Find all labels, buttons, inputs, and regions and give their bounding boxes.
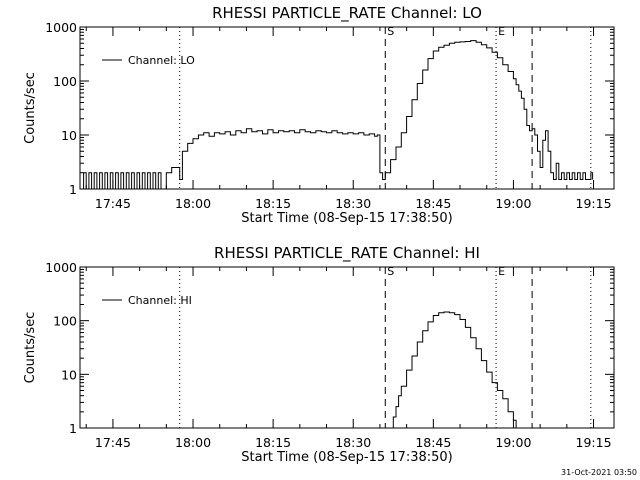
- y-tick-label: 1000: [45, 260, 77, 275]
- time-marker-label: S: [387, 265, 394, 278]
- x-tick-label: 19:15: [576, 435, 612, 450]
- x-tick-label: 18:15: [255, 435, 291, 450]
- x-tick-label: 18:30: [335, 435, 371, 450]
- time-marker-label: S: [387, 25, 394, 38]
- y-axis-label: Counts/sec: [23, 312, 38, 384]
- hi-channel-panel: RHESSI PARTICLE_RATE Channel: HI 1 10 100 10…: [23, 244, 615, 465]
- plot-frame: [79, 26, 615, 190]
- x-tick-label: 18:15: [255, 196, 291, 211]
- legend-label: Channel: LO: [128, 54, 195, 67]
- y-tick-label: 10: [61, 367, 77, 382]
- x-axis-label: Start Time (08-Sep-15 17:38:50): [241, 211, 452, 226]
- y-tick-label: 1: [69, 182, 77, 197]
- timestamp-footer: 31-Oct-2021 03:50: [561, 468, 637, 477]
- x-tick-label: 17:45: [95, 196, 131, 211]
- time-marker-label: E: [498, 25, 505, 38]
- x-tick-label: 18:00: [175, 196, 211, 211]
- legend-label: Channel: HI: [128, 294, 192, 307]
- x-tick-label: 17:45: [95, 435, 131, 450]
- x-tick-label: 18:45: [415, 196, 451, 211]
- x-tick-label: 19:00: [495, 435, 531, 450]
- y-tick-label: 100: [53, 314, 77, 329]
- y-tick-label: 1000: [45, 20, 77, 35]
- y-axis-label: Counts/sec: [23, 72, 38, 144]
- series-line-channel-hi: [390, 311, 517, 429]
- y-tick-label: 1: [69, 421, 77, 436]
- plot-frame: [79, 266, 615, 429]
- x-tick-label: 19:15: [576, 196, 612, 211]
- x-axis-label: Start Time (08-Sep-15 17:38:50): [241, 450, 452, 465]
- series-line-channel-lo: [80, 40, 594, 190]
- lo-channel-panel: RHESSI PARTICLE_RATE Channel: LO 1 10 100 10…: [23, 4, 615, 226]
- y-tick-label: 10: [61, 128, 77, 143]
- time-marker-label: E: [498, 265, 505, 278]
- y-tick-label: 100: [53, 74, 77, 89]
- chart-title: RHESSI PARTICLE_RATE Channel: LO: [212, 4, 482, 23]
- x-tick-label: 19:00: [495, 196, 531, 211]
- x-tick-label: 18:00: [175, 435, 211, 450]
- x-tick-label: 18:45: [415, 435, 451, 450]
- chart-title: RHESSI PARTICLE_RATE Channel: HI: [214, 244, 480, 263]
- x-tick-label: 18:30: [335, 196, 371, 211]
